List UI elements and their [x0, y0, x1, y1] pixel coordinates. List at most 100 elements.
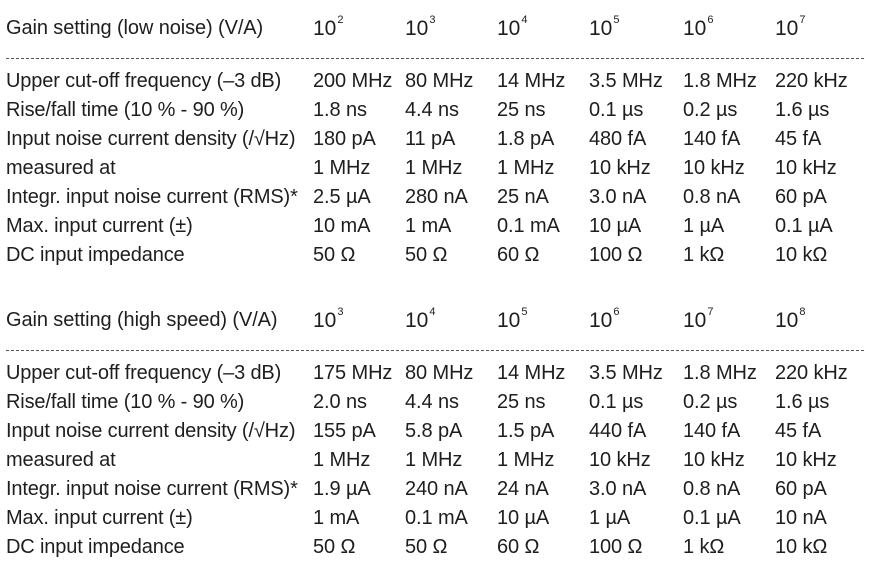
cell-value: 0.8 nA: [683, 478, 741, 500]
cell-value: 480 fA: [589, 128, 647, 150]
cell-value: 280 nA: [405, 186, 468, 208]
gain-setting-label: Gain setting (high speed) (V/A): [6, 309, 278, 331]
cell-value: 1 MHz: [313, 449, 371, 471]
cell-value: 10 µA: [589, 215, 642, 237]
cell-value: 14 MHz: [497, 70, 566, 92]
spec-row-cutoff-frequency: Upper cut-off frequency (–3 dB) 175 MHz …: [0, 362, 871, 391]
row-label: Input noise current density (/√Hz): [6, 128, 296, 150]
spec-row-rise-fall-time: Rise/fall time (10 % - 90 %) 2.0 ns 4.4 …: [0, 391, 871, 420]
cell-value: 10 mA: [313, 215, 371, 237]
cell-value: 10 kΩ: [775, 244, 828, 266]
cell-value: 0.1 µA: [683, 507, 741, 529]
spec-row-integrated-noise: Integr. input noise current (RMS)* 2.5 µ…: [0, 186, 871, 215]
cell-value: 45 fA: [775, 128, 822, 150]
cell-value: 14 MHz: [497, 362, 566, 384]
cell-value: 1 MHz: [313, 157, 371, 179]
gain-value: 102: [313, 14, 344, 40]
cell-value: 220 kHz: [775, 362, 848, 384]
high-speed-spec-table: Gain setting (high speed) (V/A) 103 104 …: [0, 292, 871, 558]
cell-value: 3.0 nA: [589, 478, 647, 500]
cell-value: 1 µA: [589, 507, 631, 529]
row-label: DC input impedance: [6, 244, 185, 266]
cell-value: 10 kΩ: [775, 536, 828, 558]
cell-value: 1 kΩ: [683, 244, 725, 266]
row-label: DC input impedance: [6, 536, 185, 558]
cell-value: 140 fA: [683, 420, 741, 442]
cell-value: 180 pA: [313, 128, 376, 150]
cell-value: 10 kHz: [775, 449, 837, 471]
cell-value: 5.8 pA: [405, 420, 463, 442]
cell-value: 4.4 ns: [405, 99, 459, 121]
row-label: Max. input current (±): [6, 507, 193, 529]
cell-value: 1.6 µs: [775, 99, 830, 121]
cell-value: 60 Ω: [497, 244, 540, 266]
spec-row-noise-density: Input noise current density (/√Hz) 180 p…: [0, 128, 871, 157]
cell-value: 25 ns: [497, 391, 546, 413]
cell-value: 1 MHz: [497, 449, 555, 471]
spec-row-measured-at: measured at 1 MHz 1 MHz 1 MHz 10 kHz 10 …: [0, 157, 871, 186]
spec-rows: Upper cut-off frequency (–3 dB) 175 MHz …: [0, 362, 871, 565]
cell-value: 1 µA: [683, 215, 725, 237]
cell-value: 50 Ω: [405, 536, 448, 558]
cell-value: 0.2 µs: [683, 99, 738, 121]
cell-value: 1.8 MHz: [683, 362, 757, 384]
gain-value: 107: [683, 306, 714, 332]
cell-value: 60 pA: [775, 478, 827, 500]
row-label: Max. input current (±): [6, 215, 193, 237]
cell-value: 1 mA: [405, 215, 452, 237]
cell-value: 10 µA: [497, 507, 550, 529]
cell-value: 1.9 µA: [313, 478, 371, 500]
row-label: Input noise current density (/√Hz): [6, 420, 296, 442]
spec-row-dc-input-impedance: DC input impedance 50 Ω 50 Ω 60 Ω 100 Ω …: [0, 536, 871, 565]
dashed-divider: [6, 58, 864, 59]
cell-value: 0.1 mA: [405, 507, 468, 529]
cell-value: 1 kΩ: [683, 536, 725, 558]
row-label: Upper cut-off frequency (–3 dB): [6, 362, 282, 384]
cell-value: 3.5 MHz: [589, 362, 663, 384]
cell-value: 50 Ω: [313, 536, 356, 558]
row-label: Rise/fall time (10 % - 90 %): [6, 99, 245, 121]
cell-value: 0.1 mA: [497, 215, 560, 237]
low-noise-spec-table: Gain setting (low noise) (V/A) 102 103 1…: [0, 0, 871, 266]
spec-row-integrated-noise: Integr. input noise current (RMS)* 1.9 µ…: [0, 478, 871, 507]
gain-value: 105: [497, 306, 528, 332]
cell-value: 1 MHz: [405, 449, 463, 471]
gain-value: 103: [313, 306, 344, 332]
gain-value: 104: [405, 306, 436, 332]
cell-value: 175 MHz: [313, 362, 393, 384]
spec-row-noise-density: Input noise current density (/√Hz) 155 p…: [0, 420, 871, 449]
cell-value: 4.4 ns: [405, 391, 459, 413]
cell-value: 10 kHz: [683, 449, 745, 471]
cell-value: 1 MHz: [405, 157, 463, 179]
spec-row-measured-at: measured at 1 MHz 1 MHz 1 MHz 10 kHz 10 …: [0, 449, 871, 478]
cell-value: 1.6 µs: [775, 391, 830, 413]
spec-row-dc-input-impedance: DC input impedance 50 Ω 50 Ω 60 Ω 100 Ω …: [0, 244, 871, 273]
gain-value: 103: [405, 14, 436, 40]
row-label: Integr. input noise current (RMS)*: [6, 186, 298, 208]
cell-value: 0.1 µA: [775, 215, 833, 237]
cell-value: 45 fA: [775, 420, 822, 442]
spec-row-max-input-current: Max. input current (±) 10 mA 1 mA 0.1 mA…: [0, 215, 871, 244]
cell-value: 10 kHz: [775, 157, 837, 179]
cell-value: 10 kHz: [589, 449, 651, 471]
cell-value: 0.8 nA: [683, 186, 741, 208]
cell-value: 50 Ω: [405, 244, 448, 266]
gain-value: 106: [683, 14, 714, 40]
spec-rows: Upper cut-off frequency (–3 dB) 200 MHz …: [0, 70, 871, 273]
row-label: Upper cut-off frequency (–3 dB): [6, 70, 282, 92]
cell-value: 3.5 MHz: [589, 70, 663, 92]
cell-value: 25 ns: [497, 99, 546, 121]
cell-value: 440 fA: [589, 420, 647, 442]
cell-value: 3.0 nA: [589, 186, 647, 208]
cell-value: 80 MHz: [405, 362, 474, 384]
cell-value: 2.5 µA: [313, 186, 371, 208]
cell-value: 10 nA: [775, 507, 827, 529]
cell-value: 1 mA: [313, 507, 360, 529]
row-label: measured at: [6, 157, 116, 179]
gain-header-row: Gain setting (low noise) (V/A) 102 103 1…: [0, 0, 871, 59]
cell-value: 100 Ω: [589, 244, 643, 266]
cell-value: 100 Ω: [589, 536, 643, 558]
gain-value: 108: [775, 306, 806, 332]
cell-value: 11 pA: [405, 128, 456, 150]
